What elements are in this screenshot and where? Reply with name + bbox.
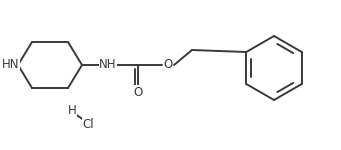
Text: Cl: Cl	[82, 118, 94, 132]
Text: O: O	[163, 58, 173, 72]
Text: O: O	[133, 85, 143, 99]
Text: NH: NH	[99, 58, 117, 72]
Text: H: H	[68, 103, 76, 117]
Text: HN: HN	[2, 58, 20, 72]
